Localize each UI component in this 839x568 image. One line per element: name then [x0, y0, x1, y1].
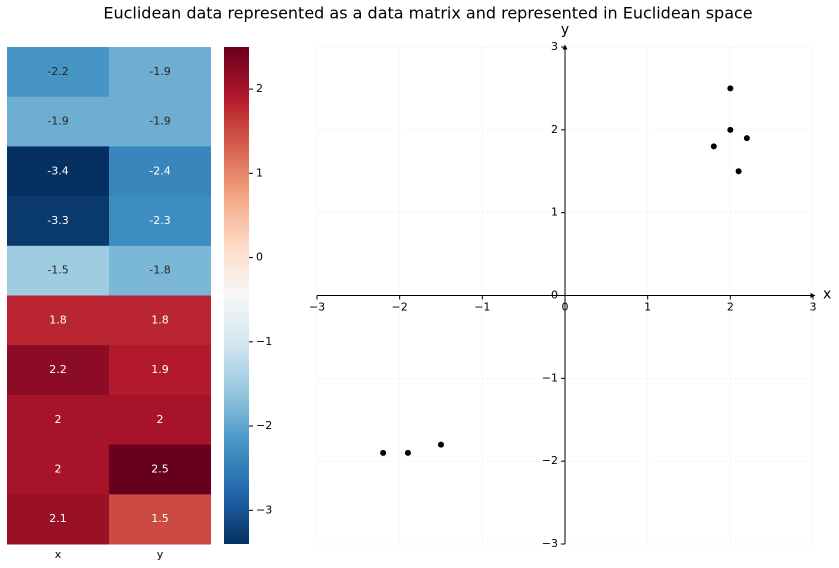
- colorbar-tick-label: −2: [256, 419, 272, 432]
- x-tick-label: −3: [309, 301, 325, 314]
- colorbar-tick-label: −3: [256, 503, 272, 516]
- point: [438, 441, 444, 448]
- heatmap-cell: [109, 96, 211, 147]
- y-tick-label: 1: [551, 206, 558, 219]
- cell-label: 2.2: [49, 363, 67, 376]
- heatmap-cell: [109, 295, 211, 346]
- cell-label: -3.4: [47, 164, 68, 177]
- x-tick-label: x: [55, 548, 62, 561]
- heatmap-cell: [7, 47, 109, 98]
- y-tick-label: 3: [551, 40, 558, 53]
- cell-label: 1.8: [151, 313, 169, 326]
- point: [727, 126, 734, 133]
- cell-label: 2: [157, 413, 164, 426]
- x-axis-label: x: [823, 287, 831, 303]
- heatmap-cell: [109, 47, 211, 98]
- cell-label: -1.9: [149, 115, 170, 128]
- heatmap-cell: [109, 494, 211, 545]
- cell-label: 2.1: [49, 512, 67, 525]
- y-tick-label: −3: [542, 537, 558, 550]
- heatmap-cell: [7, 394, 109, 446]
- cell-label: 2: [55, 462, 62, 475]
- heatmap-cell: [7, 146, 109, 197]
- heatmap-cell: [7, 295, 109, 346]
- cell-label: 2: [55, 413, 62, 426]
- colorbar-tick-label: 1: [256, 166, 263, 179]
- heatmap-cell: [7, 444, 109, 495]
- cell-label: -2.2: [47, 65, 68, 78]
- chart-title: Euclidean data represented as a data mat…: [103, 4, 752, 23]
- point: [380, 449, 387, 456]
- x-tick-label: 2: [727, 301, 734, 314]
- cell-label: 1.8: [49, 313, 67, 326]
- point: [735, 168, 742, 175]
- cell-label: -2.4: [149, 164, 170, 177]
- cell-label: 1.9: [151, 363, 169, 376]
- y-tick-label: −1: [542, 371, 558, 384]
- x-tick-label: 3: [810, 301, 817, 314]
- point: [404, 449, 411, 456]
- x-tick-label: y: [157, 548, 164, 561]
- y-tick-label: −2: [542, 454, 558, 467]
- colorbar-tick-label: 0: [256, 251, 263, 264]
- heatmap-cell: [109, 394, 211, 446]
- heatmap-cell: [7, 196, 109, 247]
- heatmap-cell: [109, 146, 211, 197]
- point: [710, 143, 717, 150]
- heatmap-cell: [109, 245, 211, 296]
- colorbar-tick-label: 2: [256, 82, 263, 95]
- x-tick-label: −1: [474, 301, 490, 314]
- y-axis-label: y: [561, 22, 569, 38]
- heatmap-cell: [7, 494, 109, 545]
- cell-label: -3.3: [47, 214, 68, 227]
- y-tick-label: 2: [551, 123, 558, 136]
- heatmap-cell: [7, 345, 109, 396]
- cell-label: -1.5: [47, 264, 68, 277]
- cell-label: 2.5: [151, 462, 169, 475]
- colorbar: [224, 47, 249, 544]
- cell-label: 1.5: [151, 512, 169, 525]
- colorbar-tick-label: −1: [256, 335, 272, 348]
- x-tick-label: −2: [392, 301, 408, 314]
- cell-label: -1.9: [149, 65, 170, 78]
- heatmap-cell: [109, 444, 211, 495]
- heatmap-cell: [7, 245, 109, 296]
- cell-label: -1.9: [47, 115, 68, 128]
- x-tick-label: 1: [644, 301, 651, 314]
- heatmap-cell: [109, 345, 211, 396]
- cell-label: -1.8: [149, 264, 170, 277]
- point: [743, 135, 750, 142]
- cell-label: -2.3: [149, 214, 170, 227]
- point: [727, 85, 734, 92]
- heatmap-cell: [7, 96, 109, 147]
- heatmap-cell: [109, 196, 211, 247]
